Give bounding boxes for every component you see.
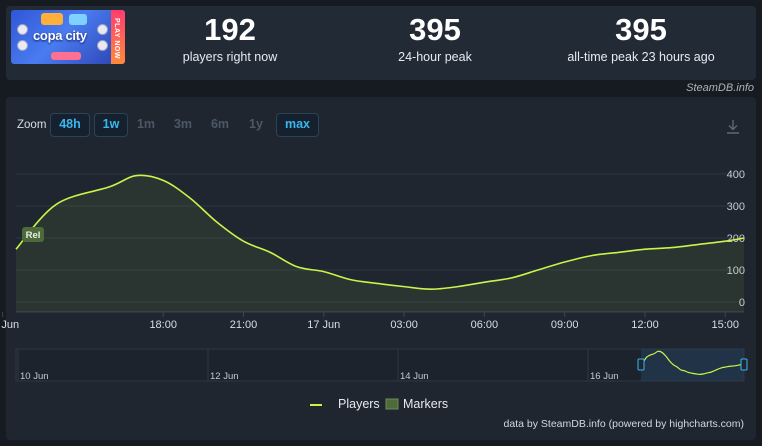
navigator-selection <box>641 349 744 381</box>
players-area <box>16 175 744 312</box>
x-tick-label: 06:00 <box>471 319 499 331</box>
steamdb-attribution[interactable]: SteamDB.info <box>686 82 754 94</box>
x-tick-label: 03:00 <box>390 319 418 331</box>
zoom-label: Zoom <box>17 119 47 131</box>
marker-flag <box>22 227 45 242</box>
download-icon[interactable] <box>724 118 742 136</box>
zoom-6m-button[interactable]: 6m <box>210 117 230 131</box>
team-badge-icon <box>17 24 28 35</box>
y-tick-label: 400 <box>727 169 745 181</box>
team-badge-icon <box>97 40 108 51</box>
team-badge-icon <box>97 24 108 35</box>
x-tick-label: 15:00 <box>711 319 739 331</box>
play-now-label: PLAY NOW <box>113 18 120 59</box>
stat-label: all-time peak 23 hours ago <box>567 50 715 64</box>
legend-players[interactable]: Players <box>338 397 380 411</box>
navigator-series <box>640 350 745 376</box>
capsule-decoration <box>41 13 63 25</box>
stats-panel <box>6 6 756 80</box>
capsule-title: copa city <box>33 28 87 43</box>
x-tick-label: 21:00 <box>230 319 258 331</box>
navigator-handle <box>637 358 645 371</box>
x-tick-label: 17 Jun <box>307 319 340 331</box>
y-tick-label: 100 <box>727 265 745 277</box>
players-line <box>15 174 745 291</box>
zoom-48h-button[interactable]: 48h <box>50 113 90 137</box>
navigator: 10 Jun 12 Jun 14 Jun 16 Jun <box>15 348 748 382</box>
navigator-handle <box>740 358 748 371</box>
stat-value: 395 <box>409 12 461 47</box>
navigator-track <box>15 348 745 382</box>
zoom-max-button[interactable]: max <box>276 113 319 137</box>
x-axis: 16 Jun 18:00 21:00 17 Jun 03:00 06:00 09:00 12:… <box>0 312 739 331</box>
y-tick-label: 300 <box>727 201 745 213</box>
zoom-1w-button[interactable]: 1w <box>94 113 128 137</box>
play-now-strip: PLAY NOW <box>111 10 125 64</box>
stat-value: 192 <box>204 12 256 47</box>
legend-markers[interactable]: Markers <box>403 397 449 411</box>
y-tick-label: 0 <box>739 297 745 309</box>
legend-symbols <box>310 398 399 410</box>
x-tick-label: 16 Jun <box>0 319 19 331</box>
team-badge-icon <box>17 40 28 51</box>
zoom-3m-button[interactable]: 3m <box>173 117 193 131</box>
navigator-label: 14 Jun <box>400 371 429 382</box>
zoom-1m-button[interactable]: 1m <box>136 117 156 131</box>
x-tick-label: 12:00 <box>631 319 659 331</box>
stat-label: players right now <box>182 50 278 64</box>
navigator-label: 10 Jun <box>20 371 49 382</box>
stat-24h-peak: 395 24-hour peak <box>335 12 535 65</box>
zoom-1y-button[interactable]: 1y <box>249 117 263 131</box>
stat-current-players: 192 players right now <box>130 12 330 65</box>
x-tick-label: 09:00 <box>551 319 579 331</box>
legend-markers-swatch <box>385 398 399 410</box>
navigator-label: 12 Jun <box>210 371 239 382</box>
stat-label: 24-hour peak <box>398 50 472 64</box>
capsule-decoration <box>69 14 87 25</box>
x-tick-label: 18:00 <box>149 319 177 331</box>
game-capsule-image[interactable]: copa city PLAY NOW <box>11 10 125 64</box>
chart-credit[interactable]: data by SteamDB.info (powered by highcha… <box>503 418 744 430</box>
stat-all-time-peak: 395 all-time peak 23 hours ago <box>541 12 741 65</box>
stat-value: 395 <box>615 12 667 47</box>
chart-panel <box>6 97 756 440</box>
release-marker: Rel <box>22 227 45 242</box>
marker-label: Rel <box>26 230 41 241</box>
series-layer <box>15 174 745 312</box>
capsule-decoration <box>51 52 81 60</box>
chart-grid <box>16 173 744 313</box>
navigator-label: 16 Jun <box>590 371 619 382</box>
